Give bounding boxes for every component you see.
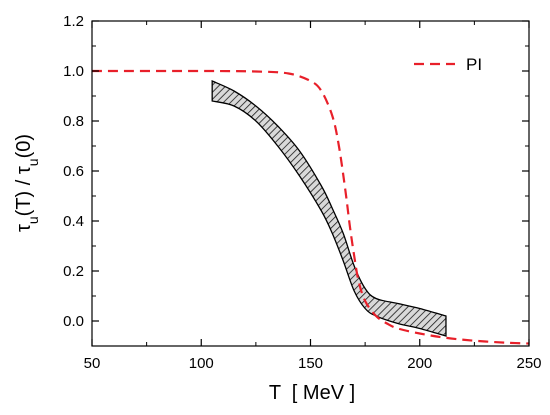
legend-label-pi: PI <box>466 55 482 74</box>
axis-ticks: 50 100 150 200 250 0.0 0.2 0.4 0.6 0.8 1.0 1.2 <box>63 13 541 372</box>
x-axis-title: T [ MeV ] <box>269 382 355 404</box>
y-axis-title-part: τ <box>13 224 35 232</box>
plot-area <box>92 69 529 345</box>
y-tick-label: 0.0 <box>63 313 84 330</box>
y-tick-label: 0.2 <box>63 263 84 280</box>
legend: PI <box>414 55 482 74</box>
band-area <box>211 79 447 337</box>
y-axis-title: τu(T) / τu(0) <box>13 134 41 232</box>
y-axis-title-part: (0) <box>13 134 35 158</box>
y-tick-label: 1.2 <box>63 13 84 30</box>
x-tick-label: 150 <box>298 355 323 372</box>
y-axis-title-part: (T) / τ <box>13 166 35 216</box>
series-line-0 <box>92 69 529 345</box>
y-tick-label: 0.4 <box>63 213 84 230</box>
y-axis-title-subscript: u <box>25 158 41 166</box>
x-tick-label: 100 <box>189 355 214 372</box>
y-axis-title-subscript: u <box>25 216 41 224</box>
y-tick-label: 0.8 <box>63 113 84 130</box>
y-tick-label: 1.0 <box>63 63 84 80</box>
x-tick-label: 200 <box>407 355 432 372</box>
x-tick-label: 50 <box>84 355 101 372</box>
x-tick-label: 250 <box>516 355 541 372</box>
y-tick-label: 0.6 <box>63 163 84 180</box>
